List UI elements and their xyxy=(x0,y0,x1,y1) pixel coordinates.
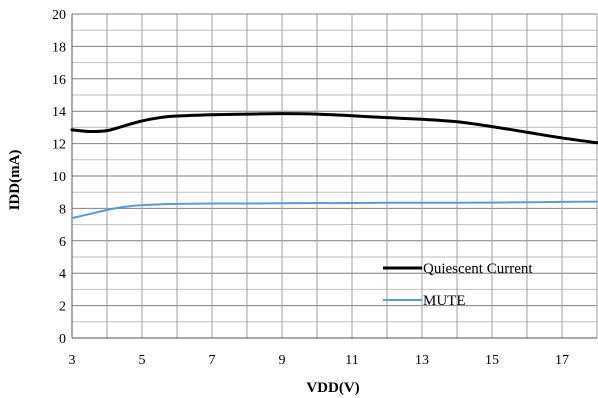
y-tick-label: 0 xyxy=(59,332,66,347)
y-axis-label: IDD(mA) xyxy=(7,150,23,211)
legend-entry-mute: MUTE xyxy=(383,293,466,309)
x-tick-label: 17 xyxy=(555,353,569,368)
y-tick-label: 20 xyxy=(52,8,66,23)
y-tick-label: 2 xyxy=(59,300,66,315)
x-tick-label: 9 xyxy=(279,353,286,368)
legend-entry-quiescent-current: Quiescent Current xyxy=(383,261,533,277)
legend-label-quiescent-current: Quiescent Current xyxy=(423,261,533,277)
x-tick-label: 3 xyxy=(69,353,76,368)
y-tick-label: 12 xyxy=(52,138,66,153)
y-tick-label: 16 xyxy=(52,73,66,88)
series-lines xyxy=(70,112,598,220)
y-tick-label: 8 xyxy=(59,202,66,217)
x-tick-label: 15 xyxy=(485,353,499,368)
y-tick-label: 18 xyxy=(52,40,66,55)
legend-label-mute: MUTE xyxy=(423,293,466,309)
x-tick-label: 7 xyxy=(209,353,216,368)
y-tick-label: 10 xyxy=(52,170,66,185)
x-tick-label: 13 xyxy=(415,353,429,368)
y-tick-label: 14 xyxy=(52,105,66,120)
legend: Quiescent Current MUTE xyxy=(383,261,533,309)
series-line-quiescent-current xyxy=(70,112,598,145)
grid xyxy=(71,13,598,339)
series-line-mute xyxy=(71,200,598,220)
y-tick-label: 6 xyxy=(59,235,66,250)
x-axis-label: VDD(V) xyxy=(306,380,359,396)
y-tick-labels: 0 2 4 6 8 10 12 14 16 18 20 xyxy=(52,8,66,347)
y-tick-label: 4 xyxy=(59,267,66,282)
x-tick-labels: 3 5 7 9 11 13 15 17 xyxy=(69,353,570,368)
x-tick-label: 11 xyxy=(345,353,358,368)
axes xyxy=(71,14,597,339)
x-tick-label: 5 xyxy=(139,353,146,368)
